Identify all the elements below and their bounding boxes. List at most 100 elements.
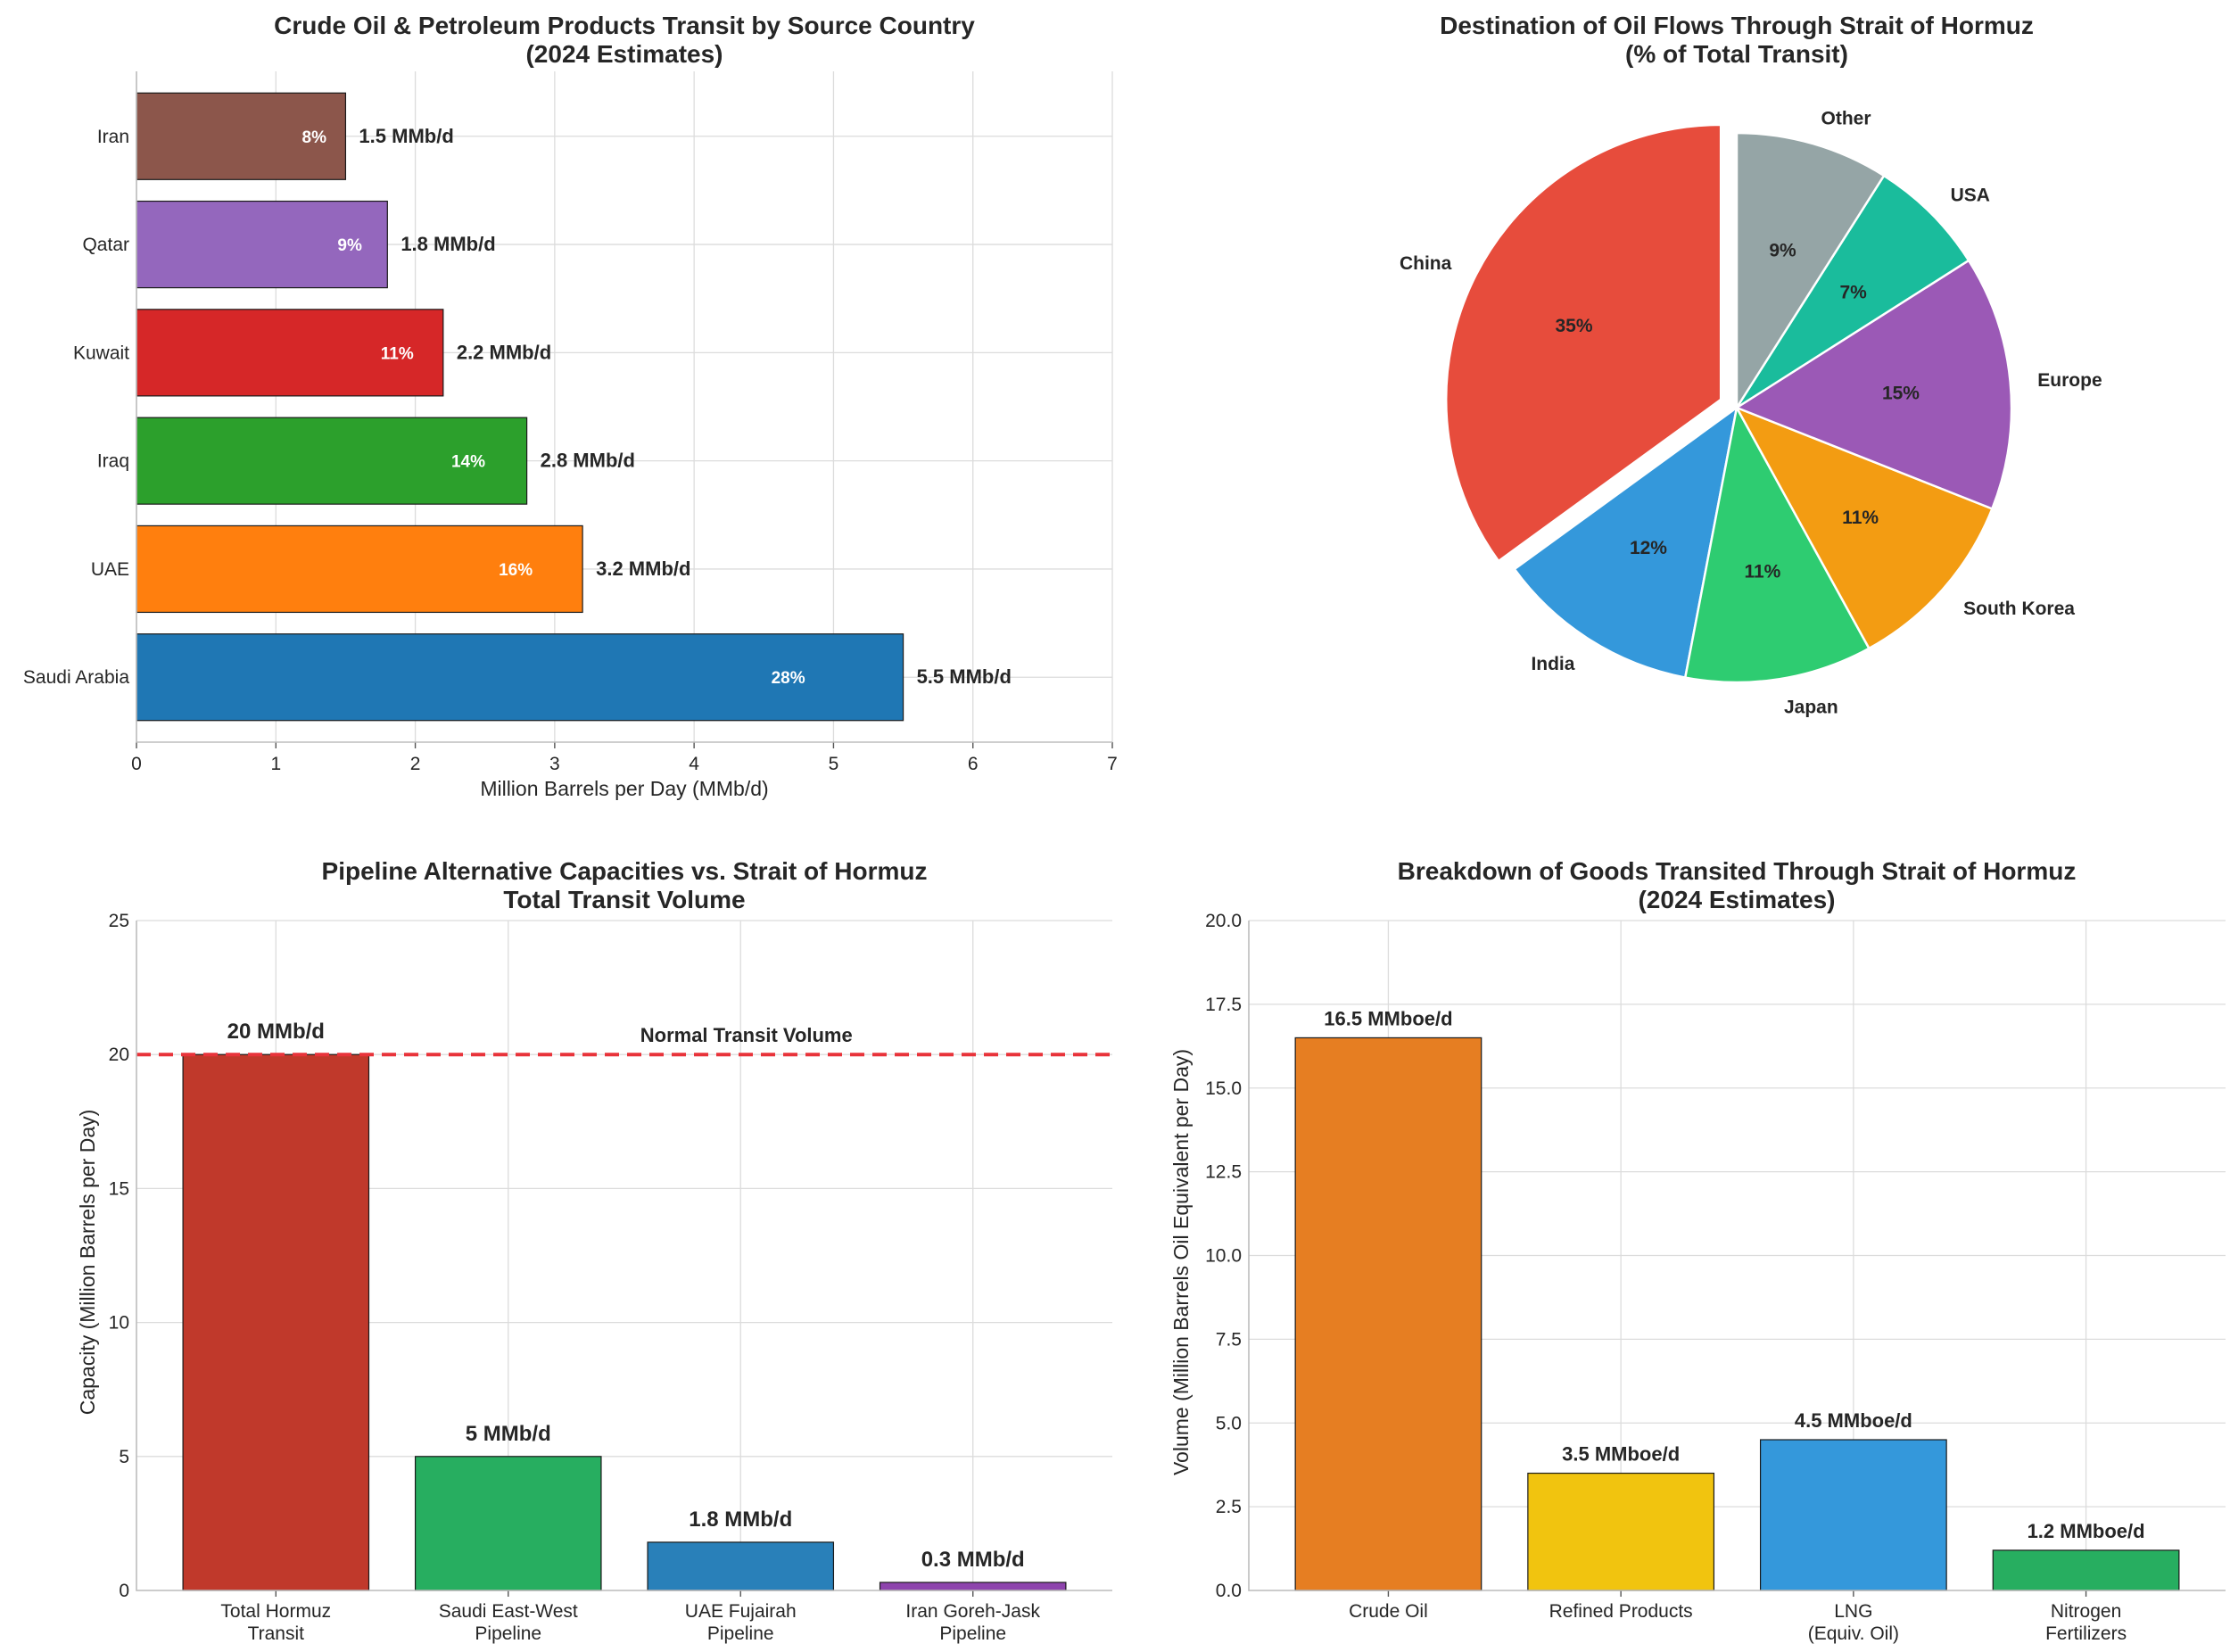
chart4-bar [1527, 1472, 1715, 1591]
chart4-xtick-label: Refined Products [1549, 1601, 1693, 1622]
chart1-value-label: 5.5 MMb/d [917, 665, 1012, 688]
chart-goods-breakdown: Breakdown of Goods Transited Through Str… [1169, 857, 2226, 1644]
chart4-ytick-label: 2.5 [1216, 1497, 1242, 1517]
chart-pipeline-capacity: Pipeline Alternative Capacities vs. Stra… [76, 857, 1112, 1644]
chart1-share-label: 8% [302, 128, 327, 147]
chart2-slice [1734, 405, 1994, 650]
chart1-bar [136, 92, 347, 180]
chart1-xtick-label: 4 [689, 754, 699, 774]
chart2-pct-label: 11% [1744, 562, 1780, 582]
chart3-value-label: 5 MMb/d [466, 1422, 551, 1446]
chart2-slice [1734, 259, 2013, 511]
chart1-value-label: 1.8 MMb/d [401, 233, 495, 255]
chart2-pct-label: 7% [1839, 282, 1867, 302]
chart1-value-label: 3.2 MMb/d [596, 558, 690, 580]
chart1-share-label: 9% [337, 236, 362, 255]
chart1-value-label: 1.5 MMb/d [359, 125, 453, 147]
chart3-bar [182, 1053, 370, 1591]
chart1-ytick-label: Qatar [82, 235, 129, 255]
chart1-ytick-label: Iraq [97, 451, 129, 472]
chart4-axis-spine [1248, 921, 2226, 1591]
chart4-title: Breakdown of Goods Transited Through Str… [1398, 857, 2077, 885]
chart1-axis-spine [136, 71, 1112, 743]
chart3-value-label: 1.8 MMb/d [689, 1507, 792, 1532]
chart3-axis-spine [136, 921, 1112, 1591]
chart2-slice-label: Japan [1784, 698, 1838, 718]
chart2-pct-label: 35% [1556, 316, 1593, 336]
chart2-slice-label: Other [1821, 109, 1871, 129]
chart3-bar [879, 1582, 1067, 1591]
chart4-value-label: 1.2 MMboe/d [2028, 1520, 2145, 1542]
chart2-pct-label: 11% [1842, 508, 1879, 528]
chart2-pct-label: 12% [1630, 538, 1667, 558]
chart4-ylabel: Volume (Million Barrels Oil Equivalent p… [1169, 1049, 1193, 1475]
chart1-subtitle: (2024 Estimates) [525, 40, 723, 68]
chart2-slice [1735, 174, 1970, 409]
chart4-xtick-label: Fertilizers [2045, 1623, 2127, 1644]
chart1-bar [136, 200, 388, 289]
chart2-slice-label: India [1531, 654, 1574, 674]
chart4-ytick-label: 20.0 [1205, 911, 1242, 931]
chart4-xtick-label: LNG [1834, 1601, 1872, 1622]
chart3-ytick-label: 15 [109, 1178, 129, 1199]
chart4-ytick-label: 17.5 [1205, 995, 1242, 1015]
chart2-title: Destination of Oil Flows Through Strait … [1440, 12, 2034, 39]
chart4-bar [1992, 1549, 2180, 1591]
chart3-xtick-label: Iran Goreh-Jask [905, 1601, 1040, 1622]
chart1-bar [136, 417, 528, 505]
chart2-pct-label: 9% [1769, 241, 1796, 261]
chart2-subtitle: (% of Total Transit) [1625, 40, 1848, 68]
chart3-value-label: 20 MMb/d [227, 1020, 325, 1044]
chart4-ytick-label: 12.5 [1205, 1162, 1242, 1183]
chart1-value-label: 2.2 MMb/d [457, 341, 551, 363]
chart2-slice-label: Europe [2037, 370, 2102, 391]
chart1-xtick-label: 6 [968, 754, 979, 774]
chart2-slice [1513, 405, 1739, 680]
chart3-title: Pipeline Alternative Capacities vs. Stra… [322, 857, 928, 885]
chart3-xtick-label: UAE Fujairah [685, 1601, 797, 1622]
chart2-slice-label: USA [1951, 185, 1990, 205]
chart3-ytick-label: 20 [109, 1045, 129, 1065]
chart2-slice [1444, 123, 1722, 563]
chart3-ylabel: Capacity (Million Barrels per Day) [76, 1110, 99, 1416]
chart3-bar [414, 1456, 602, 1591]
chart1-xtick-label: 5 [829, 754, 839, 774]
chart1-share-label: 11% [381, 344, 414, 363]
chart3-ytick-label: 5 [119, 1447, 129, 1467]
chart4-value-label: 4.5 MMboe/d [1795, 1409, 1912, 1432]
chart3-subtitle: Total Transit Volume [503, 886, 745, 913]
chart4-ytick-label: 0.0 [1216, 1581, 1242, 1601]
chart1-value-label: 2.8 MMb/d [541, 450, 635, 472]
chart4-subtitle: (2024 Estimates) [1638, 886, 1835, 913]
chart3-xtick-label: Saudi East-West [439, 1601, 578, 1622]
chart4-xtick-label: Nitrogen [2051, 1601, 2121, 1622]
chart2-pct-label: 15% [1882, 384, 1920, 404]
chart4-value-label: 16.5 MMboe/d [1324, 1007, 1452, 1029]
chart1-share-label: 14% [451, 453, 485, 472]
chart3-ytick-label: 0 [119, 1581, 129, 1601]
chart4-ytick-label: 5.0 [1216, 1413, 1242, 1433]
chart4-bar [1759, 1439, 1947, 1591]
chart1-ytick-label: Kuwait [73, 343, 129, 363]
chart4-value-label: 3.5 MMboe/d [1562, 1443, 1680, 1466]
chart3-xtick-label: Total Hormuz [220, 1601, 331, 1622]
chart1-ytick-label: Saudi Arabia [23, 667, 129, 688]
chart4-ytick-label: 10.0 [1205, 1246, 1242, 1267]
chart4-ytick-label: 7.5 [1216, 1329, 1242, 1350]
chart2-slice [1683, 404, 1871, 684]
chart3-xtick-label: Pipeline [939, 1623, 1006, 1644]
chart1-xtick-label: 0 [131, 754, 142, 774]
chart1-xlabel: Million Barrels per Day (MMb/d) [480, 777, 768, 800]
chart1-bar [136, 633, 904, 722]
chart3-xtick-label: Transit [248, 1623, 305, 1644]
chart1-ytick-label: UAE [91, 559, 129, 580]
chart3-reference-label: Normal Transit Volume [640, 1024, 853, 1046]
chart1-xtick-label: 1 [270, 754, 281, 774]
chart1-ytick-label: Iran [97, 127, 129, 147]
chart4-ytick-label: 15.0 [1205, 1078, 1242, 1099]
chart1-xtick-label: 3 [549, 754, 560, 774]
chart1-bar [136, 525, 583, 614]
chart2-slice-label: South Korea [1963, 599, 2075, 619]
chart3-xtick-label: Pipeline [707, 1623, 774, 1644]
